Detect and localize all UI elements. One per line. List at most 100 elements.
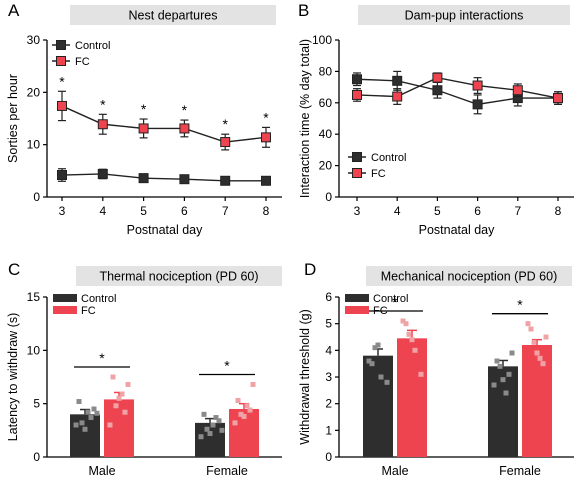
legend-fc-swatch bbox=[352, 168, 362, 178]
panel-b-fc-point bbox=[352, 89, 362, 100]
legend-fc-label: FC bbox=[371, 168, 386, 180]
panel-d-title: Mechanical nociception (PD 60) bbox=[381, 270, 557, 284]
panel-d-fc-data-point bbox=[531, 339, 537, 345]
panel-a-control-point bbox=[261, 175, 271, 186]
panel-a-x-tick-label: 7 bbox=[222, 204, 229, 218]
panel-d-control-data-point bbox=[491, 382, 497, 388]
panel-d-y-tick-label: 4 bbox=[325, 343, 332, 357]
panel-b-y-tick-label: 20 bbox=[319, 159, 333, 173]
panel-d-y-axis-label: Withdrawal threshold (g) bbox=[298, 309, 312, 444]
panel-a-fc-point bbox=[57, 100, 67, 111]
panel-d-y-tick-label: 0 bbox=[325, 450, 332, 464]
panel-a-significance-star: * bbox=[263, 109, 269, 125]
panel-b-x-tick-label: 8 bbox=[555, 204, 562, 218]
panel-b-fc-point bbox=[392, 91, 403, 102]
panel-d-title-band bbox=[366, 266, 572, 286]
panel-c-fc-data-point bbox=[247, 407, 253, 413]
panel-d-control-data-point bbox=[369, 361, 375, 367]
panel-d-control-data-point bbox=[378, 374, 384, 380]
panel-a-x-tick-label: 3 bbox=[59, 204, 66, 218]
panel-c-fc-data-point bbox=[113, 403, 119, 409]
panel-c-fc-data-point bbox=[238, 411, 244, 417]
legend-control-label: Control bbox=[75, 40, 110, 52]
panel-d-control-data-point bbox=[503, 390, 509, 396]
panel-a-fc-point bbox=[179, 123, 190, 134]
panel-c-y-tick-label: 15 bbox=[27, 290, 41, 304]
panel-c-significance-star: * bbox=[99, 350, 105, 366]
panel-d-y-tick-label: 6 bbox=[325, 290, 332, 304]
legend-control-swatch bbox=[53, 294, 77, 302]
legend-control-swatch bbox=[352, 152, 362, 162]
panel-a-x-tick-label: 6 bbox=[181, 204, 188, 218]
panel-d-y-tick-label: 5 bbox=[325, 317, 332, 331]
panel-d-significance-star: * bbox=[517, 297, 523, 313]
panel-a-significance-star: * bbox=[141, 101, 147, 117]
panel-a-y-tick-label: 20 bbox=[27, 85, 41, 99]
panel-b-fc-point bbox=[553, 93, 563, 104]
legend-fc-label: FC bbox=[373, 305, 388, 317]
panel-b-x-tick-label: 7 bbox=[514, 204, 521, 218]
panel-a-control-point bbox=[57, 170, 67, 181]
panel-c-fc-data-point bbox=[119, 391, 125, 397]
panel-c-fc-data-point bbox=[122, 409, 128, 415]
panel-b-x-tick-label: 6 bbox=[474, 204, 481, 218]
panel-b-y-tick-label: 100 bbox=[312, 33, 332, 47]
panel-a-fc-line bbox=[61, 105, 267, 143]
panel-c-control-data-point bbox=[213, 415, 219, 421]
panel-a-fc-point bbox=[97, 119, 108, 130]
panel-d-x-tick-label: Male bbox=[381, 464, 408, 477]
panel-c-control-data-point bbox=[76, 399, 82, 405]
panel-d-y-tick-label: 1 bbox=[325, 423, 332, 437]
panel-c-fc-data-point bbox=[241, 413, 247, 419]
panel-a-x-tick-label: 5 bbox=[140, 204, 147, 218]
panel-d-control-data-point bbox=[372, 345, 378, 351]
panel-a-fc-point bbox=[261, 132, 271, 143]
panel-d-fc-data-point bbox=[543, 334, 549, 340]
panel-a-control-point bbox=[179, 174, 190, 185]
panel-c-control-data-point bbox=[82, 426, 88, 432]
panel-a-title-band bbox=[70, 5, 276, 25]
legend-fc-swatch bbox=[56, 56, 66, 66]
panel-d-control-data-point bbox=[509, 350, 515, 356]
panel-b-label: B bbox=[298, 1, 309, 20]
panel-c-fc-data-point bbox=[107, 422, 113, 428]
panel-d-y-tick-label: 2 bbox=[325, 397, 332, 411]
panel-b-control-line bbox=[356, 78, 558, 106]
panel-a-significance-star: * bbox=[182, 102, 188, 118]
panel-d-fc-data-point bbox=[412, 347, 418, 353]
panel-a-fc-point bbox=[138, 123, 149, 134]
panel-d-fc-data-point bbox=[540, 361, 546, 367]
panel-b-title-band bbox=[358, 5, 570, 25]
legend-fc-label: FC bbox=[75, 56, 90, 68]
panel-b-y-tick-label: 0 bbox=[325, 190, 332, 204]
panel-c-control-data-point bbox=[204, 426, 210, 432]
panel-c-x-tick-label: Female bbox=[206, 464, 248, 477]
panel-d-y-tick-label: 3 bbox=[325, 370, 332, 384]
panel-c-control-data-point bbox=[210, 422, 216, 428]
panel-b-fc-line bbox=[356, 76, 559, 99]
panel-d-control-data-point bbox=[500, 377, 506, 383]
panel-d-fc-data-point bbox=[534, 350, 540, 356]
panel-d-control-data-point bbox=[494, 358, 500, 364]
panel-b-control-point bbox=[472, 99, 483, 110]
panel-d-significance-star: * bbox=[392, 294, 398, 310]
panel-c-control-data-point bbox=[85, 409, 91, 415]
panel-d-x-tick-label: Female bbox=[499, 464, 541, 477]
panel-a-x-tick-label: 8 bbox=[263, 204, 270, 218]
panel-b-fc-point bbox=[472, 80, 483, 91]
legend-control-label: Control bbox=[81, 293, 116, 305]
legend-control-swatch bbox=[56, 40, 66, 50]
legend-fc-label: FC bbox=[81, 305, 96, 317]
panel-c-x-tick-label: Male bbox=[88, 464, 115, 477]
panel-a-significance-star: * bbox=[222, 116, 228, 132]
panel-c-fc-data-point bbox=[235, 397, 241, 403]
panel-b-control-point bbox=[352, 74, 362, 85]
panel-c-fc-data-point bbox=[125, 381, 131, 387]
panel-b-y-tick-label: 80 bbox=[319, 64, 333, 78]
panel-c-title: Thermal nociception (PD 60) bbox=[99, 270, 258, 284]
panel-b-title: Dam-pup interactions bbox=[405, 9, 524, 23]
panel-d-fc-data-point bbox=[406, 331, 412, 337]
panel-a-control-point bbox=[97, 168, 108, 179]
panel-b-y-tick-label: 40 bbox=[319, 127, 333, 141]
